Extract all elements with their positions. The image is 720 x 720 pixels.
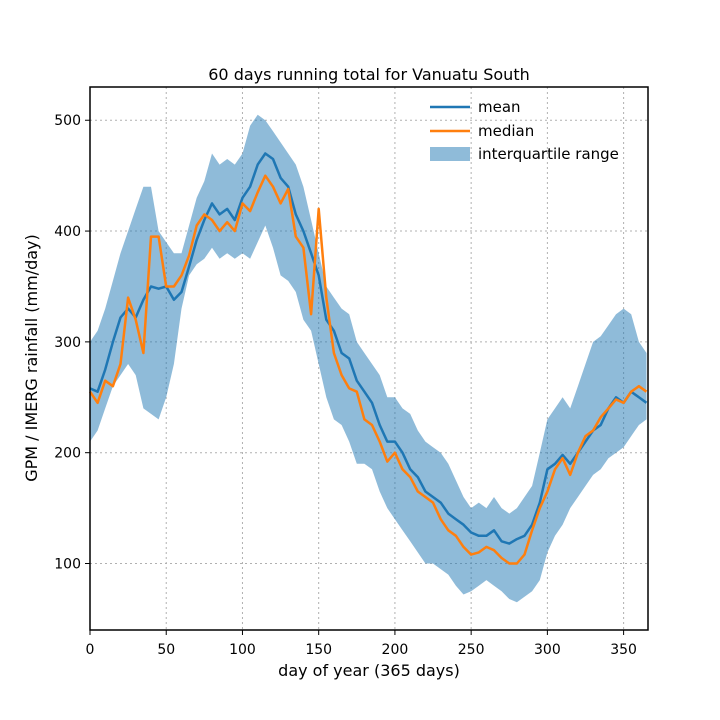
x-axis: 0 50 100 150 200 250 300 350 [86, 630, 637, 658]
plot-frame [89, 86, 649, 631]
legend: mean median interquartile range [430, 98, 619, 163]
legend-label-median: median [478, 122, 534, 140]
x-tick-label: 200 [382, 642, 409, 658]
series-iqr-band [90, 114, 647, 603]
series-median-line [88, 174, 648, 565]
plot-area [88, 114, 648, 603]
series-mean-line [89, 152, 648, 545]
chart-title: 60 days running total for Vanuatu South [208, 65, 529, 84]
x-tick-label: 350 [610, 642, 637, 658]
y-tick-label: 100 [54, 557, 81, 573]
x-tick-label: 250 [458, 642, 485, 658]
legend-swatch-iqr [430, 147, 470, 161]
x-tick-label: 300 [534, 642, 561, 658]
y-axis: 100 200 300 400 500 [54, 113, 90, 573]
y-tick-label: 400 [54, 224, 81, 240]
y-tick-label: 500 [54, 113, 81, 129]
x-tick-label: 150 [305, 642, 332, 658]
y-axis-label: GPM / IMERG rainfall (mm/day) [22, 234, 41, 482]
y-tick-label: 300 [54, 335, 81, 351]
x-tick-label: 100 [229, 642, 256, 658]
x-tick-label: 50 [157, 642, 175, 658]
x-tick-label: 0 [86, 642, 95, 658]
legend-label-iqr: interquartile range [478, 145, 619, 163]
x-axis-label: day of year (365 days) [278, 661, 460, 680]
legend-label-mean: mean [478, 98, 521, 116]
y-tick-label: 200 [54, 446, 81, 462]
